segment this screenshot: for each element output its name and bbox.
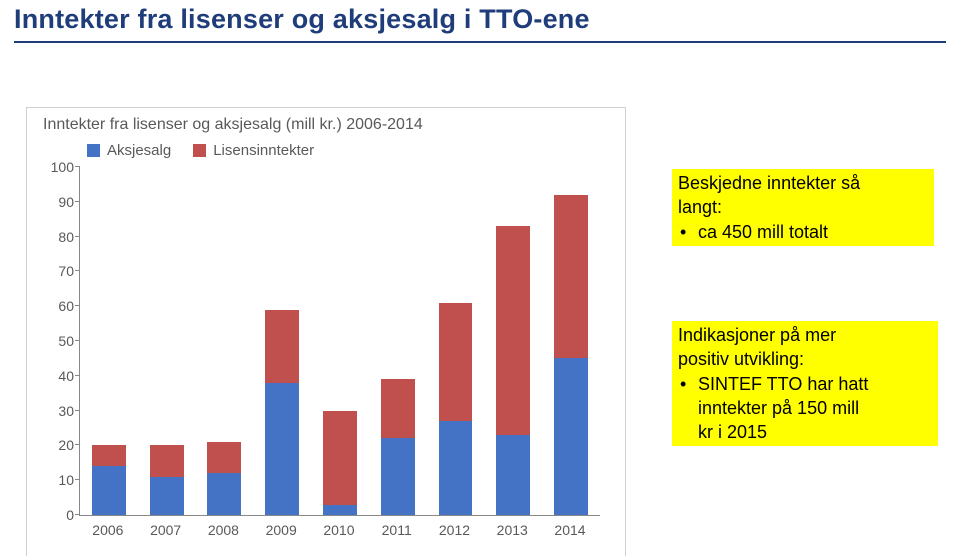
y-tick-label: 10 bbox=[40, 472, 74, 488]
y-tick-mark bbox=[75, 514, 80, 515]
x-tick-label: 2007 bbox=[138, 522, 193, 538]
bar-segment-aksjesalg bbox=[92, 466, 126, 515]
bar-segment-lisensinntekter bbox=[150, 445, 184, 476]
stacked-bar bbox=[554, 195, 588, 515]
stacked-bar bbox=[381, 379, 415, 515]
x-tick-label: 2012 bbox=[427, 522, 482, 538]
chart-container: Inntekter fra lisenser og aksjesalg (mil… bbox=[26, 107, 626, 556]
title-rule bbox=[14, 41, 946, 43]
y-tick-mark bbox=[75, 236, 80, 237]
page-title: Inntekter fra lisenser og aksjesalg i TT… bbox=[0, 0, 960, 35]
y-tick-mark bbox=[75, 375, 80, 376]
y-tick-label: 70 bbox=[40, 263, 74, 279]
note2-bullet-text: SINTEF TTO har hatt inntekter på 150 mil… bbox=[698, 372, 868, 445]
bar-segment-aksjesalg bbox=[381, 438, 415, 515]
x-tick-label: 2009 bbox=[254, 522, 309, 538]
stacked-bar bbox=[92, 445, 126, 515]
stacked-bar bbox=[496, 226, 530, 515]
note-box-2: Indikasjoner på mer positiv utvikling: •… bbox=[672, 321, 938, 446]
x-tick-label: 2006 bbox=[81, 522, 136, 538]
bar-segment-aksjesalg bbox=[554, 358, 588, 515]
y-tick-label: 0 bbox=[40, 507, 74, 523]
bar-segment-aksjesalg bbox=[150, 477, 184, 515]
bar-segment-aksjesalg bbox=[323, 505, 357, 515]
y-tick-mark bbox=[75, 410, 80, 411]
x-tick-label: 2008 bbox=[196, 522, 251, 538]
chart-x-labels: 200620072008200920102011201220132014 bbox=[79, 522, 599, 538]
note1-line1: Beskjedne inntekter så bbox=[678, 171, 928, 195]
y-tick-label: 30 bbox=[40, 403, 74, 419]
bar-slot bbox=[139, 167, 194, 515]
bar-slot bbox=[255, 167, 310, 515]
chart-legend: Aksjesalg Lisensinntekter bbox=[27, 136, 625, 163]
chart-plot-area: 0102030405060708090100 bbox=[79, 167, 600, 516]
bar-slot bbox=[544, 167, 599, 515]
bar-segment-lisensinntekter bbox=[323, 411, 357, 505]
y-tick-mark bbox=[75, 201, 80, 202]
bar-segment-aksjesalg bbox=[207, 473, 241, 515]
bar-segment-aksjesalg bbox=[439, 421, 473, 515]
bar-segment-aksjesalg bbox=[496, 435, 530, 515]
chart-title: Inntekter fra lisenser og aksjesalg (mil… bbox=[27, 108, 625, 136]
y-tick-mark bbox=[75, 305, 80, 306]
note1-bullet-row: • ca 450 mill totalt bbox=[678, 220, 928, 244]
x-tick-label: 2011 bbox=[369, 522, 424, 538]
y-tick-label: 60 bbox=[40, 298, 74, 314]
legend-item-lisensinntekter: Lisensinntekter bbox=[193, 142, 314, 159]
stacked-bar bbox=[323, 411, 357, 515]
bar-segment-lisensinntekter bbox=[207, 442, 241, 473]
x-tick-label: 2014 bbox=[543, 522, 598, 538]
note1-bullet-text: ca 450 mill totalt bbox=[698, 220, 828, 244]
y-tick-mark bbox=[75, 340, 80, 341]
note2-bullet-line-b: inntekter på 150 mill bbox=[698, 396, 868, 420]
stacked-bar bbox=[265, 310, 299, 515]
legend-swatch-aksjesalg bbox=[87, 144, 100, 157]
bar-segment-lisensinntekter bbox=[92, 445, 126, 466]
note-box-1: Beskjedne inntekter så langt: • ca 450 m… bbox=[672, 169, 934, 246]
stacked-bar bbox=[207, 442, 241, 515]
note2-line2: positiv utvikling: bbox=[678, 347, 932, 371]
chart-bars bbox=[80, 167, 600, 515]
note2-bullet-row: • SINTEF TTO har hatt inntekter på 150 m… bbox=[678, 372, 932, 445]
bar-slot bbox=[428, 167, 483, 515]
bullet-icon: • bbox=[678, 220, 698, 244]
bar-slot bbox=[197, 167, 252, 515]
y-tick-label: 80 bbox=[40, 229, 74, 245]
stacked-bar bbox=[439, 303, 473, 515]
y-tick-mark bbox=[75, 479, 80, 480]
bullet-icon: • bbox=[678, 372, 698, 445]
bar-segment-aksjesalg bbox=[265, 383, 299, 515]
stacked-bar bbox=[150, 445, 184, 515]
bar-segment-lisensinntekter bbox=[554, 195, 588, 359]
note2-line1: Indikasjoner på mer bbox=[678, 323, 932, 347]
note2-bullet-line-c: kr i 2015 bbox=[698, 420, 868, 444]
y-tick-mark bbox=[75, 270, 80, 271]
bar-slot bbox=[313, 167, 368, 515]
bar-segment-lisensinntekter bbox=[381, 379, 415, 438]
bar-segment-lisensinntekter bbox=[439, 303, 473, 421]
y-tick-mark bbox=[75, 444, 80, 445]
legend-item-aksjesalg: Aksjesalg bbox=[87, 142, 171, 159]
note1-line2: langt: bbox=[678, 195, 928, 219]
bar-segment-lisensinntekter bbox=[265, 310, 299, 383]
legend-swatch-lisensinntekter bbox=[193, 144, 206, 157]
x-tick-label: 2013 bbox=[485, 522, 540, 538]
y-tick-label: 40 bbox=[40, 368, 74, 384]
y-tick-mark bbox=[75, 166, 80, 167]
y-tick-label: 90 bbox=[40, 194, 74, 210]
bar-segment-lisensinntekter bbox=[496, 226, 530, 435]
legend-label-lisensinntekter: Lisensinntekter bbox=[213, 142, 314, 159]
bar-slot bbox=[370, 167, 425, 515]
y-tick-label: 50 bbox=[40, 333, 74, 349]
y-tick-label: 20 bbox=[40, 437, 74, 453]
legend-label-aksjesalg: Aksjesalg bbox=[107, 142, 171, 159]
x-tick-label: 2010 bbox=[312, 522, 367, 538]
note2-bullet-line-a: SINTEF TTO har hatt bbox=[698, 372, 868, 396]
y-tick-label: 100 bbox=[40, 159, 74, 175]
bar-slot bbox=[486, 167, 541, 515]
bar-slot bbox=[82, 167, 137, 515]
